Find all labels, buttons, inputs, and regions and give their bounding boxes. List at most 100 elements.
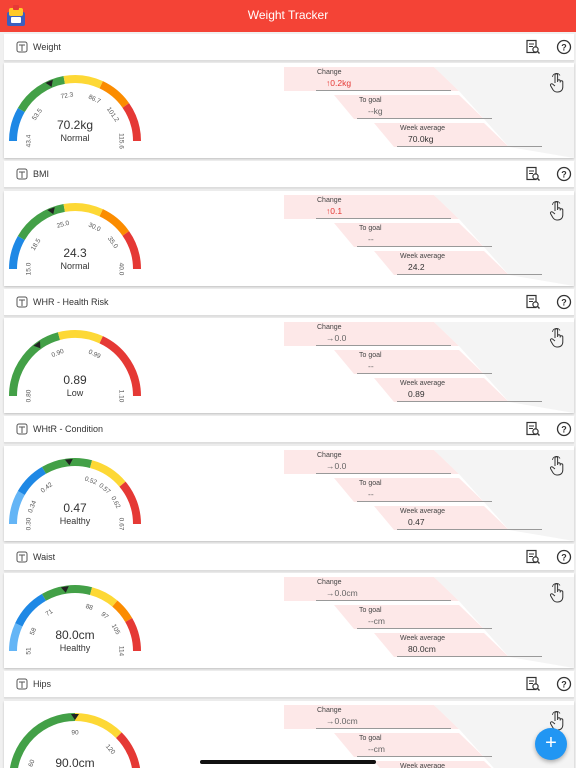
stat-label-week-average: Week average [400, 380, 446, 387]
gauge-value: 24.3 [63, 246, 87, 260]
app-title: Weight Tracker [247, 8, 329, 22]
section-card-whtr[interactable]: 0.30 0.34 0.42 0.52 0.57 0.62 0.67 0.47 Healthy C… [4, 446, 574, 541]
add-entry-button[interactable]: + [535, 728, 567, 760]
gauge-segment-lightblue [9, 623, 23, 652]
section-header-waist: Waist? [4, 544, 574, 571]
stat-underline [316, 218, 451, 219]
section-title: WHtR - Condition [33, 424, 104, 434]
help-icon[interactable]: ? [556, 294, 572, 310]
stats-background [284, 67, 574, 158]
stat-underline [316, 90, 451, 91]
report-icon[interactable] [525, 294, 541, 310]
stat-label-week-average: Week average [400, 125, 446, 132]
stat-label-week-average: Week average [400, 635, 446, 642]
gauge-segment-yellow [63, 75, 103, 89]
home-indicator [200, 760, 376, 764]
help-icon[interactable]: ? [556, 676, 572, 692]
gauge-segment-blue [15, 593, 47, 627]
section-title: Waist [33, 552, 56, 562]
stat-label-to-goal: To goal [359, 607, 382, 614]
stat-underline [316, 345, 451, 346]
stat-value-week-average: 80.0cm [408, 644, 436, 654]
gauge: 51 58 71 88 97 105 114 80.0cm Healthy [4, 573, 154, 668]
gauge-chart: 0.80 0.90 0.99 1.10 [9, 330, 141, 403]
report-icon[interactable] [525, 166, 541, 182]
report-icon[interactable] [525, 421, 541, 437]
tap-icon[interactable] [548, 72, 566, 94]
report-icon[interactable] [525, 39, 541, 55]
section-card-weight[interactable]: 43.4 53.5 72.3 86.7 101.2 115.6 70.2kg Normal Ch… [4, 63, 574, 158]
tap-icon[interactable] [548, 710, 566, 732]
scale-icon [16, 41, 28, 53]
stat-value-to-goal: --cm [368, 616, 385, 626]
section-card-waist[interactable]: 51 58 71 88 97 105 114 80.0cm Healthy Change →0.0c… [4, 573, 574, 668]
help-icon[interactable]: ? [556, 549, 572, 565]
gauge-segment-green [42, 458, 93, 474]
gauge: 15.0 18.5 25.0 30.0 35.0 40.0 24.3 Normal [4, 191, 154, 286]
svg-text:?: ? [561, 553, 567, 563]
stat-underline [357, 373, 492, 374]
stat-underline [316, 600, 451, 601]
gauge-pointer [33, 341, 41, 349]
svg-text:?: ? [561, 680, 567, 690]
section-card-hips[interactable]: 60 90 120 90.0cm Change →0.0cm To goal --cm Week… [4, 701, 574, 768]
tap-icon[interactable] [548, 327, 566, 349]
gauge-tick-label: 1.10 [117, 390, 124, 403]
gauge-segment-red [125, 618, 141, 652]
report-icon[interactable] [525, 549, 541, 565]
stat-underline [397, 274, 542, 275]
stat-label-to-goal: To goal [359, 480, 382, 487]
gauge-value: 0.89 [63, 373, 87, 387]
gauge-segment-green [17, 204, 66, 241]
tap-icon[interactable] [548, 455, 566, 477]
section-header-weight: Weight? [4, 34, 574, 61]
gauge-segment-red [119, 481, 141, 525]
waist-height-ratio-icon [16, 423, 28, 435]
stat-value-week-average: 0.89 [408, 389, 425, 399]
gauge-tick-label: 90 [71, 730, 79, 737]
report-icon[interactable] [525, 676, 541, 692]
gauge-tick-label: 25.0 [56, 220, 70, 230]
gauge-segment-orange [99, 81, 130, 108]
gauge-tick-label: 15.0 [26, 262, 33, 275]
gauge-tick-label: 114 [117, 646, 124, 657]
gauge-tick-label: 0.80 [26, 389, 33, 402]
stat-value-change: →0.0 [326, 333, 347, 343]
stat-value-to-goal: --cm [368, 744, 385, 754]
tap-icon[interactable] [548, 582, 566, 604]
gauge-tick-label: 0.34 [27, 499, 38, 514]
gauge: 43.4 53.5 72.3 86.7 101.2 115.6 70.2kg Normal [4, 63, 154, 158]
tap-icon[interactable] [548, 200, 566, 222]
svg-text:?: ? [561, 425, 567, 435]
waist-hip-ratio-icon [16, 296, 28, 308]
gauge-tick-label: 0.42 [40, 481, 55, 495]
stat-value-to-goal: --kg [368, 106, 383, 116]
section-title: WHR - Health Risk [33, 297, 109, 307]
help-icon[interactable]: ? [556, 39, 572, 55]
stat-underline [357, 756, 492, 757]
gauge: 0.80 0.90 0.99 1.10 0.89 Low [4, 318, 154, 413]
stats-panel: Change →0.0cm To goal --cm Week average [284, 701, 574, 768]
gauge-segment-red [115, 732, 141, 768]
stat-label-change: Change [317, 324, 342, 331]
stat-label-change: Change [317, 69, 342, 76]
stat-value-week-average: 70.0kg [408, 134, 434, 144]
stat-value-to-goal: -- [368, 489, 374, 499]
stat-underline [397, 529, 542, 530]
help-icon[interactable]: ? [556, 166, 572, 182]
stats-panel: Change →0.0 To goal -- Week average 0.47 [284, 446, 574, 541]
stats-background [284, 195, 574, 286]
gauge-tick-label: 60 [27, 758, 36, 768]
section-card-whr[interactable]: 0.80 0.90 0.99 1.10 0.89 Low Change →0.0 To goal… [4, 318, 574, 413]
gauge-value: 80.0cm [55, 628, 95, 642]
gauge-segment-yellow [89, 587, 118, 607]
stat-underline [397, 146, 542, 147]
help-icon[interactable]: ? [556, 421, 572, 437]
svg-text:?: ? [561, 43, 567, 53]
bmi-scale-icon [16, 168, 28, 180]
stat-underline [357, 628, 492, 629]
gauge-segment-red [122, 103, 141, 142]
section-card-bmi[interactable]: 15.0 18.5 25.0 30.0 35.0 40.0 24.3 Normal Change… [4, 191, 574, 286]
gauge-pointer [60, 586, 69, 593]
